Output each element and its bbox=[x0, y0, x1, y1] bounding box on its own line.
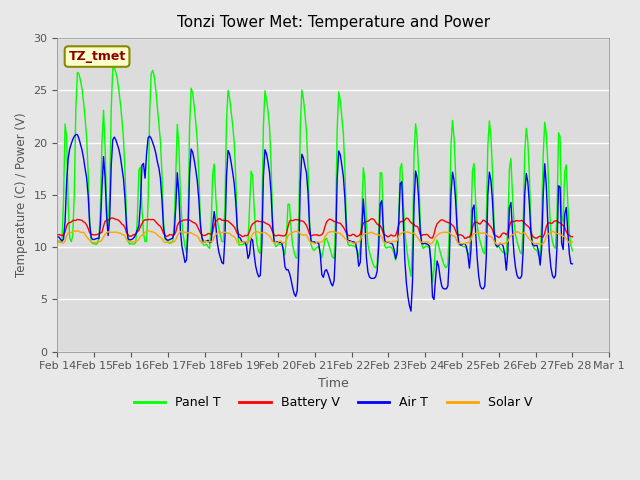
Air T bbox=[60, 236, 67, 242]
Air T bbox=[568, 261, 576, 267]
Air T bbox=[407, 308, 415, 314]
Panel T bbox=[209, 171, 216, 177]
X-axis label: Time: Time bbox=[318, 377, 349, 390]
Battery V bbox=[461, 236, 468, 241]
Air T bbox=[209, 222, 216, 228]
Solar V bbox=[169, 239, 177, 245]
Panel T bbox=[568, 248, 576, 253]
Air T bbox=[169, 235, 177, 241]
Air T bbox=[478, 286, 486, 291]
Solar V bbox=[344, 239, 352, 244]
Panel T bbox=[169, 239, 177, 244]
Solar V bbox=[54, 237, 61, 243]
Air T bbox=[484, 192, 492, 197]
Battery V bbox=[484, 220, 492, 226]
Line: Solar V: Solar V bbox=[58, 231, 572, 245]
Air T bbox=[72, 132, 80, 137]
Panel T bbox=[429, 279, 436, 285]
Battery V bbox=[344, 232, 352, 238]
Panel T bbox=[484, 143, 492, 148]
Battery V bbox=[209, 229, 216, 235]
Legend: Panel T, Battery V, Air T, Solar V: Panel T, Battery V, Air T, Solar V bbox=[129, 391, 538, 414]
Battery V bbox=[60, 232, 67, 238]
Y-axis label: Temperature (C) / Power (V): Temperature (C) / Power (V) bbox=[15, 112, 28, 277]
Panel T bbox=[111, 64, 118, 70]
Solar V bbox=[568, 240, 576, 245]
Title: Tonzi Tower Met: Temperature and Power: Tonzi Tower Met: Temperature and Power bbox=[177, 15, 490, 30]
Battery V bbox=[109, 215, 116, 221]
Solar V bbox=[144, 228, 152, 234]
Battery V bbox=[54, 232, 61, 238]
Panel T bbox=[478, 244, 486, 250]
Text: TZ_tmet: TZ_tmet bbox=[68, 50, 125, 63]
Solar V bbox=[495, 242, 502, 248]
Line: Battery V: Battery V bbox=[58, 218, 572, 239]
Solar V bbox=[209, 238, 216, 244]
Panel T bbox=[54, 238, 61, 244]
Air T bbox=[344, 239, 352, 245]
Solar V bbox=[476, 230, 484, 236]
Line: Air T: Air T bbox=[58, 134, 572, 311]
Panel T bbox=[344, 241, 352, 247]
Battery V bbox=[568, 234, 576, 240]
Line: Panel T: Panel T bbox=[58, 67, 572, 282]
Air T bbox=[54, 234, 61, 240]
Panel T bbox=[60, 197, 67, 203]
Solar V bbox=[60, 240, 67, 246]
Battery V bbox=[169, 232, 177, 238]
Battery V bbox=[478, 219, 486, 225]
Solar V bbox=[483, 231, 490, 237]
